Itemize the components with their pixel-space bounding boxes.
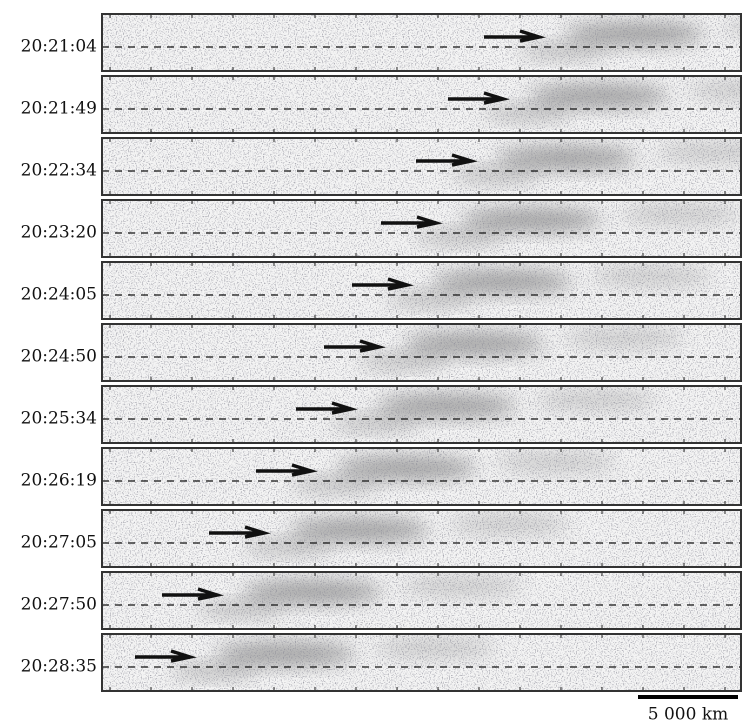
arrow <box>209 525 271 539</box>
arrow <box>448 91 510 105</box>
time-label: 20:24:05 <box>21 285 97 305</box>
noise <box>102 510 741 567</box>
time-label: 20:28:35 <box>21 657 97 677</box>
panel <box>102 572 741 629</box>
noise <box>102 386 741 443</box>
panel-frame <box>101 385 742 444</box>
panel-frame <box>101 75 742 134</box>
panel <box>102 200 741 257</box>
panel <box>102 510 741 567</box>
noise <box>102 138 741 195</box>
panel <box>102 262 741 319</box>
arrow <box>484 29 546 43</box>
panel <box>102 448 741 505</box>
panel <box>102 634 741 691</box>
time-label: 20:27:50 <box>21 595 97 615</box>
noise <box>102 76 741 133</box>
panel <box>102 76 741 133</box>
panel-frame <box>101 571 742 630</box>
time-label: 20:26:19 <box>21 471 97 491</box>
noise <box>102 14 741 71</box>
time-label: 20:27:05 <box>21 533 97 553</box>
panels: 20:21:04 20:21:49 20:22:34 20:23:20 20:24:05… <box>21 13 742 692</box>
arrow <box>352 277 414 291</box>
arrow <box>256 463 318 477</box>
panel-frame <box>101 509 742 568</box>
noise <box>102 634 741 691</box>
arrow <box>135 649 197 663</box>
time-label: 20:25:34 <box>21 409 97 429</box>
panel <box>102 138 741 195</box>
arrow <box>296 401 358 415</box>
panel-frame <box>101 633 742 692</box>
arrow <box>324 339 386 353</box>
time-label: 20:24:50 <box>21 347 97 367</box>
time-label: 20:22:34 <box>21 161 97 181</box>
noise <box>102 200 741 257</box>
noise <box>102 262 741 319</box>
time-label: 20:21:49 <box>21 99 97 119</box>
panel-frame <box>101 199 742 258</box>
panel <box>102 386 741 443</box>
panel-frame <box>101 137 742 196</box>
panel-frame <box>101 323 742 382</box>
noise <box>102 448 741 505</box>
arrow <box>381 215 443 229</box>
panel-frame <box>101 261 742 320</box>
panel-frame <box>101 447 742 506</box>
scale-bar-label: 5 000 km <box>648 705 729 725</box>
panel <box>102 324 741 381</box>
panel-frame <box>101 13 742 72</box>
arrow <box>162 587 224 601</box>
panel <box>102 14 741 71</box>
time-label: 20:23:20 <box>21 223 97 243</box>
arrow <box>416 153 478 167</box>
noise <box>102 324 741 381</box>
noise <box>102 572 741 629</box>
time-label: 20:21:04 <box>21 37 97 57</box>
